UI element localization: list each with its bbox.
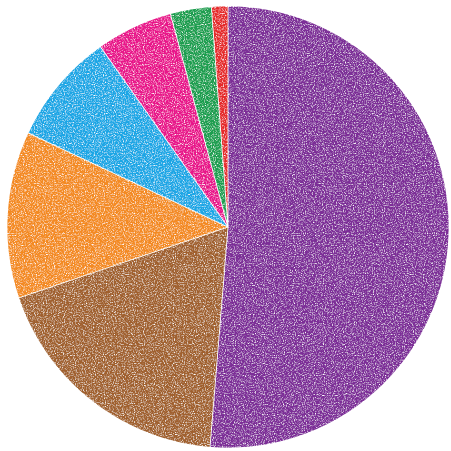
pie-slice-7 [210, 5, 229, 228]
pie-slice-1 [209, 5, 450, 449]
pie-slice-4 [27, 46, 230, 229]
pie-slice-3 [6, 132, 230, 299]
pie-slice-2 [18, 226, 229, 448]
